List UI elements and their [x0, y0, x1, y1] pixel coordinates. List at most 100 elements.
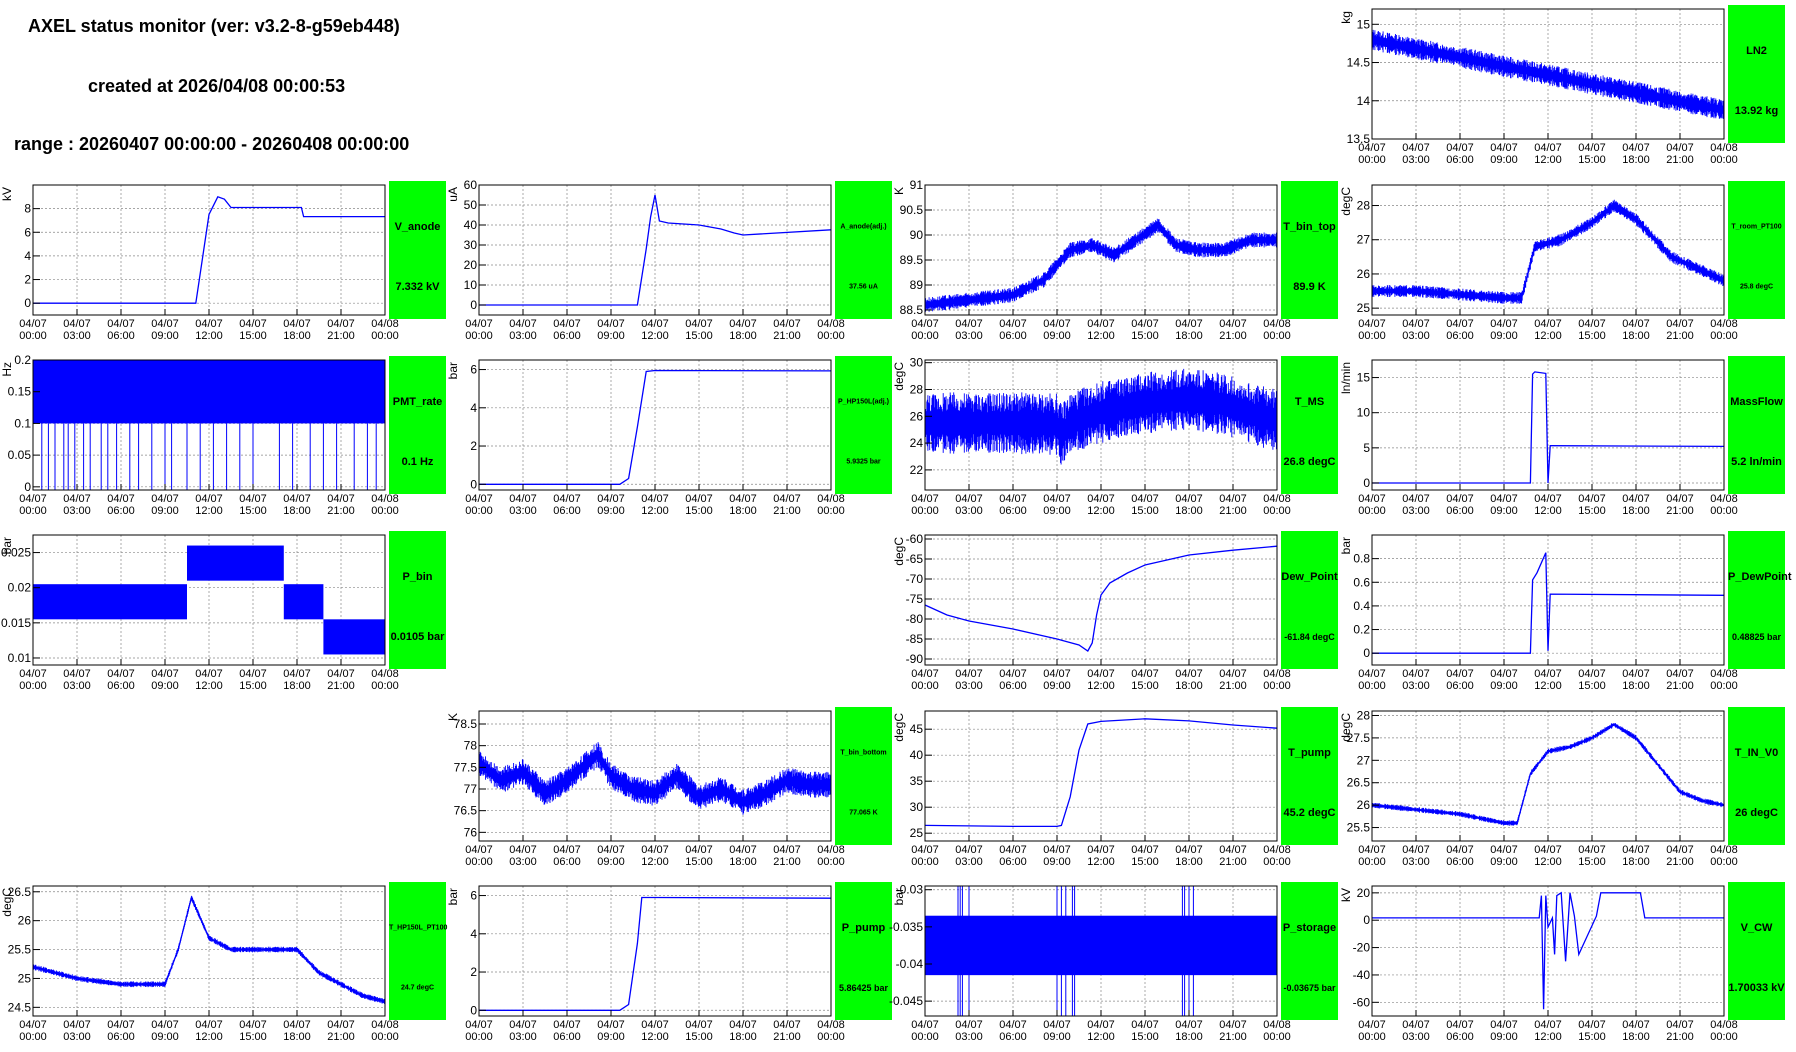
x-tick-time: 00:00 — [19, 330, 47, 342]
x-tick-time: 09:00 — [151, 1031, 179, 1043]
series-group — [479, 194, 831, 306]
x-tick-time: 00:00 — [1358, 856, 1386, 868]
series-line — [33, 195, 385, 304]
y-axis-label: degC — [892, 537, 906, 566]
series-group — [925, 368, 1277, 465]
y-axis-label: ln/min — [1339, 362, 1353, 394]
status-badge-t_pump: T_pump 45.2 degC — [1281, 707, 1338, 845]
x-tick-date: 04/07 — [1358, 844, 1386, 856]
chart-panel-t_hp150l: 24.5 25 25.5 26 26.5 degC 04/07 00:00 04/07 03:00… — [0, 882, 447, 1052]
x-tick-time: 03:00 — [1402, 505, 1430, 517]
x-tick-date: 04/07 — [465, 1019, 493, 1031]
badge-value: 26.8 degC — [1283, 456, 1336, 469]
y-axis-label: kg — [1339, 11, 1353, 24]
x-tick-time: 00:00 — [1358, 154, 1386, 166]
x-tick-date: 04/07 — [1446, 668, 1474, 680]
x-tick-date: 04/07 — [1358, 668, 1386, 680]
x-tick-time: 09:00 — [1490, 330, 1518, 342]
chart-svg: 0.010.0150.020.025bar04/0700:0004/0703:0… — [0, 534, 399, 692]
series-line — [33, 895, 385, 1003]
x-tick-time: 21:00 — [1666, 505, 1694, 517]
x-tick-date: 04/07 — [1534, 668, 1562, 680]
y-tick-label: -75 — [906, 592, 924, 606]
x-tick-date: 04/07 — [999, 844, 1027, 856]
chart-svg: 88.58989.59090.591K04/0700:0004/0703:000… — [892, 178, 1291, 342]
x-tick-time: 09:00 — [1490, 1031, 1518, 1043]
x-tick-date: 04/07 — [63, 668, 91, 680]
chart-svg: 02468kV04/0700:0004/0703:0004/0706:0004/… — [0, 184, 399, 342]
series-line — [1372, 371, 1724, 484]
status-badge-p_storage: P_storage -0.03675 bar — [1281, 882, 1338, 1020]
y-axis-label: degC — [892, 713, 906, 742]
x-tick-date: 04/07 — [1666, 668, 1694, 680]
x-tick-date: 04/07 — [1175, 1019, 1203, 1031]
x-tick-time: 15:00 — [685, 1031, 713, 1043]
x-tick-time: 18:00 — [1622, 154, 1650, 166]
x-tick-time: 03:00 — [63, 1031, 91, 1043]
badge-value: 5.9325 bar — [846, 458, 881, 466]
x-tick-date: 04/08 — [817, 318, 845, 330]
x-tick-date: 04/07 — [1446, 318, 1474, 330]
y-tick-label: 4 — [470, 401, 477, 415]
chart-panel-p_storage: -0.045 -0.04 -0.035 -0.03 bar 04/07 00:00 04/07… — [889, 882, 1338, 1052]
series-line — [479, 194, 831, 306]
x-tick-time: 09:00 — [151, 680, 179, 692]
x-tick-date: 04/07 — [597, 1019, 625, 1031]
y-tick-label: 91 — [910, 178, 924, 192]
x-tick-time: 06:00 — [107, 1031, 135, 1043]
x-tick-time: 03:00 — [509, 330, 537, 342]
x-tick-date: 04/07 — [283, 668, 311, 680]
y-tick-label: 0 — [470, 1003, 477, 1017]
x-tick-time: 18:00 — [729, 505, 757, 517]
x-tick-time: 21:00 — [1219, 856, 1247, 868]
x-tick-date: 04/07 — [773, 493, 801, 505]
x-tick-time: 09:00 — [597, 856, 625, 868]
x-tick-time: 00:00 — [817, 330, 845, 342]
x-tick-date: 04/07 — [1578, 142, 1606, 154]
x-tick-date: 04/07 — [327, 318, 355, 330]
x-tick-date: 04/07 — [1087, 318, 1115, 330]
chart-svg: -60-40-20020kV04/0700:0004/0703:0004/070… — [1339, 885, 1738, 1043]
x-tick-date: 04/07 — [1175, 318, 1203, 330]
x-tick-time: 18:00 — [1622, 856, 1650, 868]
x-tick-time: 15:00 — [1131, 330, 1159, 342]
x-tick-time: 03:00 — [1402, 680, 1430, 692]
x-tick-date: 04/07 — [1622, 142, 1650, 154]
status-badge-ln2: LN2 13.92 kg — [1728, 5, 1785, 143]
x-tick-date: 04/07 — [283, 493, 311, 505]
status-badge-t_bin_top: T_bin_top 89.9 K — [1281, 181, 1338, 319]
chart-panel-massflow: 0 5 10 15 ln/min 04/07 00:00 04/07 03:00 04/07 06:… — [1339, 356, 1785, 526]
x-tick-date: 04/07 — [195, 318, 223, 330]
x-tick-date: 04/07 — [1534, 318, 1562, 330]
x-tick-date: 04/07 — [911, 668, 939, 680]
y-axis-label: degC — [0, 888, 14, 917]
x-tick-date: 04/07 — [63, 318, 91, 330]
series-group — [1372, 552, 1724, 654]
x-tick-time: 21:00 — [327, 680, 355, 692]
x-tick-date: 04/07 — [1622, 493, 1650, 505]
x-tick-date: 04/07 — [1087, 668, 1115, 680]
y-axis-label: degC — [892, 362, 906, 391]
x-tick-date: 04/07 — [597, 493, 625, 505]
x-tick-time: 15:00 — [239, 330, 267, 342]
status-badge-t_in_v0: T_IN_V0 26 degC — [1728, 707, 1785, 845]
x-tick-time: 09:00 — [1043, 856, 1071, 868]
y-tick-label: -0.045 — [889, 994, 923, 1008]
series-line — [925, 224, 1277, 306]
x-tick-date: 04/08 — [371, 1019, 399, 1031]
x-tick-time: 21:00 — [1666, 330, 1694, 342]
x-tick-time: 18:00 — [729, 1031, 757, 1043]
x-tick-date: 04/07 — [729, 1019, 757, 1031]
y-tick-label: 6 — [470, 363, 477, 377]
x-tick-date: 04/08 — [1710, 142, 1738, 154]
y-axis-label: uA — [446, 187, 460, 202]
x-tick-date: 04/07 — [1219, 668, 1247, 680]
chart-svg: 2530354045degC04/0700:0004/0703:0004/070… — [892, 710, 1291, 868]
chart-svg: 24.52525.52626.5degC04/0700:0004/0703:00… — [0, 885, 399, 1043]
x-tick-time: 21:00 — [1666, 680, 1694, 692]
status-badge-t_ms: T_MS 26.8 degC — [1281, 356, 1338, 494]
x-tick-time: 06:00 — [107, 505, 135, 517]
x-tick-date: 04/07 — [1490, 668, 1518, 680]
y-tick-label: 22 — [910, 463, 924, 477]
chart-panel-v_cw: -60 -40 -20 0 20 kV 04/07 00:00 04/07 03:00 04/07 0… — [1339, 882, 1785, 1052]
